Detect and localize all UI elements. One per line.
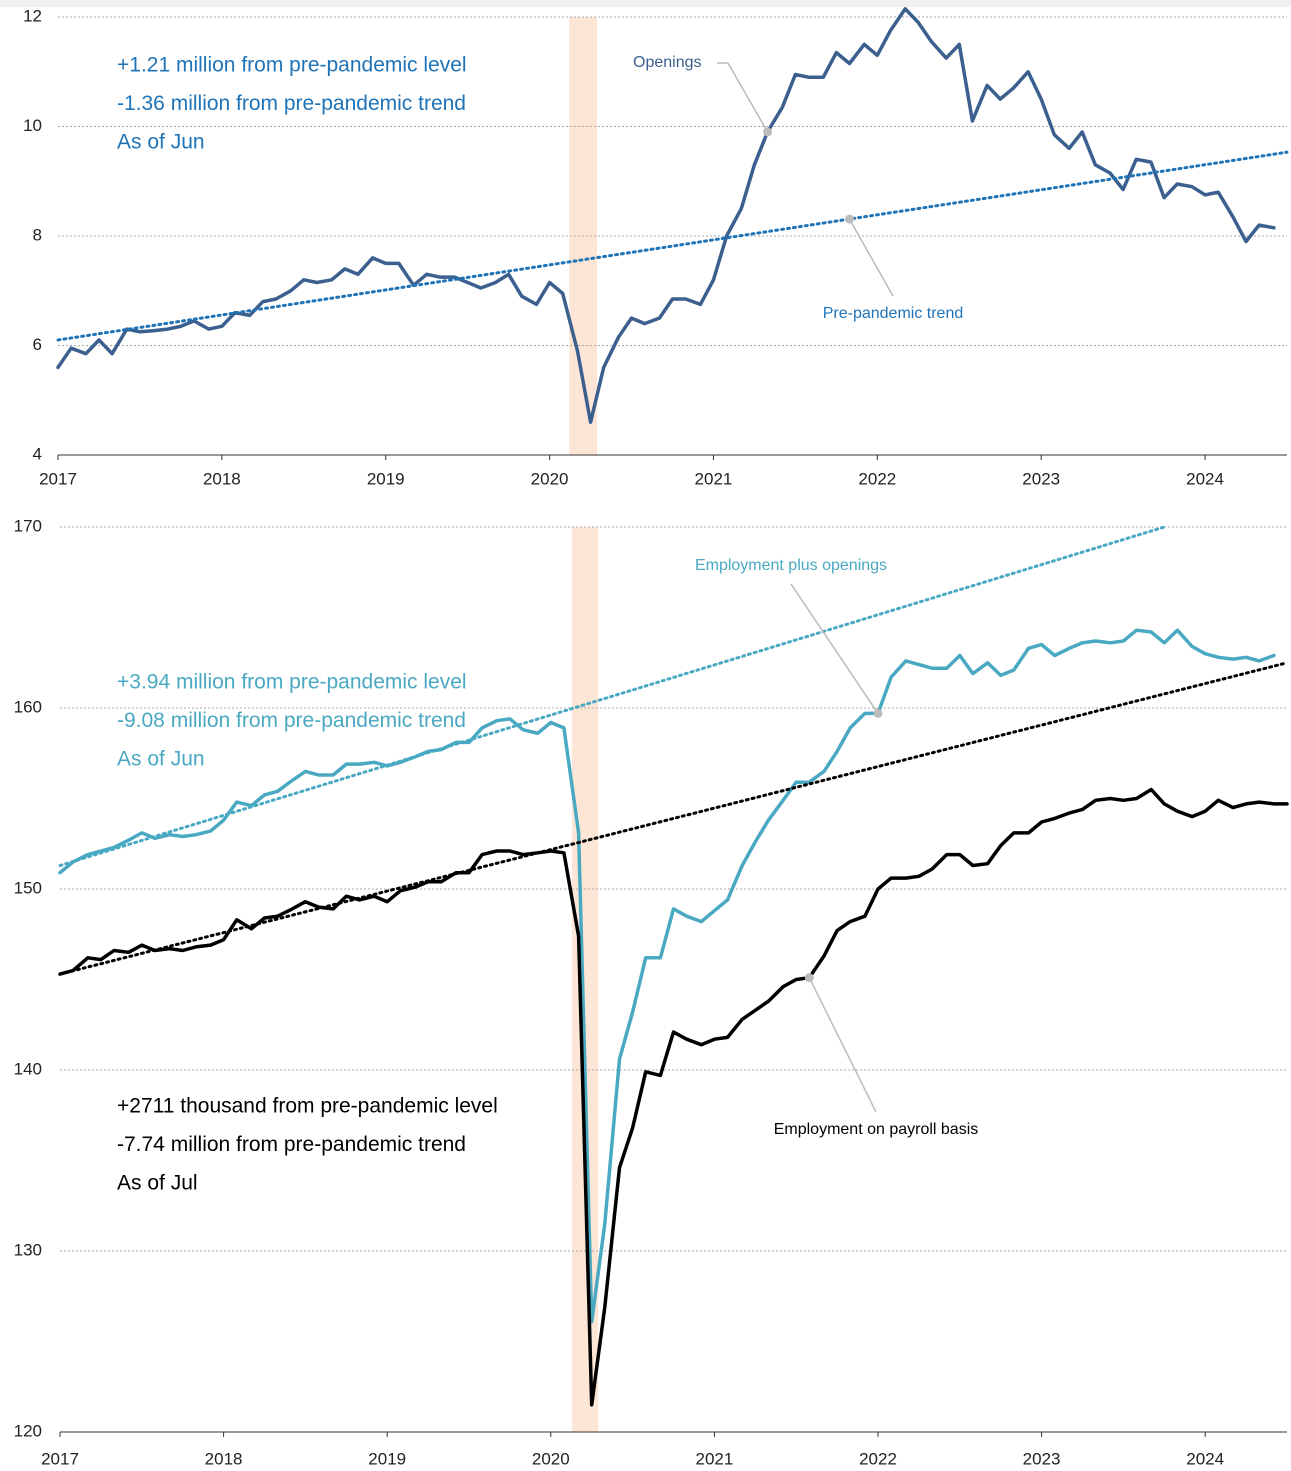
trend-line xyxy=(56,150,1289,342)
x-tick-label: 2020 xyxy=(531,469,569,488)
callout-dot xyxy=(873,708,883,718)
x-tick-label: 2024 xyxy=(1186,1449,1224,1468)
leader-line xyxy=(790,583,879,714)
x-tick-label: 2018 xyxy=(203,469,241,488)
x-tick-label: 2017 xyxy=(41,1449,79,1468)
x-tick-label: 2019 xyxy=(368,1449,406,1468)
x-tick-label: 2018 xyxy=(205,1449,243,1468)
x-tick-label: 2019 xyxy=(367,469,405,488)
x-tick-label: 2024 xyxy=(1186,469,1224,488)
x-tick-label: 2023 xyxy=(1022,469,1060,488)
y-tick-label: 160 xyxy=(14,697,42,716)
y-tick-label: 150 xyxy=(14,878,42,897)
series-label: Pre-pandemic trend xyxy=(823,305,964,322)
series-label: Employment on payroll basis xyxy=(774,1121,979,1138)
recession-band xyxy=(572,527,599,1432)
y-tick-label: 130 xyxy=(14,1240,42,1259)
series-label: Openings xyxy=(633,54,702,71)
annotation: As of Jun xyxy=(117,131,205,154)
series-label: Employment plus openings xyxy=(695,557,887,574)
panel: 120 130 140 150 160 170 2017 2018 2019 2020 2021 20… xyxy=(14,516,1289,1468)
leader-line xyxy=(808,977,877,1113)
annotation: +1.21 million from pre-pandemic level xyxy=(117,54,467,77)
y-tick-label: 140 xyxy=(14,1059,42,1078)
x-tick-label: 2023 xyxy=(1023,1449,1061,1468)
x-tick-label: 2020 xyxy=(532,1449,570,1468)
annotation: +2711 thousand from pre-pandemic level xyxy=(117,1095,498,1118)
x-tick-label: 2022 xyxy=(858,469,896,488)
y-tick-label: 8 xyxy=(33,225,42,244)
y-tick-label: 4 xyxy=(33,444,42,463)
trend-line xyxy=(58,661,1289,976)
leader-line xyxy=(717,62,769,133)
x-tick-label: 2017 xyxy=(39,469,77,488)
y-tick-label: 12 xyxy=(23,6,42,25)
y-tick-label: 170 xyxy=(14,516,42,535)
y-tick-label: 6 xyxy=(33,335,42,354)
x-tick-label: 2022 xyxy=(859,1449,897,1468)
x-tick-label: 2021 xyxy=(695,1449,733,1468)
annotation: +3.94 million from pre-pandemic level xyxy=(117,671,467,694)
callout-dot xyxy=(804,973,814,983)
x-tick-label: 2021 xyxy=(695,469,733,488)
header-strip xyxy=(0,0,1291,7)
series-line xyxy=(58,628,1276,1324)
annotation: -1.36 million from pre-pandemic trend xyxy=(117,92,466,115)
callout-dot xyxy=(844,214,854,224)
annotation: As of Jun xyxy=(117,748,205,771)
annotation: -9.08 million from pre-pandemic trend xyxy=(117,709,466,732)
annotation: -7.74 million from pre-pandemic trend xyxy=(117,1133,466,1156)
y-tick-label: 120 xyxy=(14,1421,42,1440)
callout-dot xyxy=(763,127,773,137)
annotation: As of Jul xyxy=(117,1172,198,1195)
series-line xyxy=(56,7,1276,424)
series-line xyxy=(58,787,1289,1407)
y-tick-label: 10 xyxy=(23,116,42,135)
trend-line xyxy=(58,525,1166,867)
panel: 4 6 8 10 12 2017 2018 2019 2020 2021 2022 2023 2024 O… xyxy=(23,6,1289,488)
leader-line xyxy=(848,218,894,297)
